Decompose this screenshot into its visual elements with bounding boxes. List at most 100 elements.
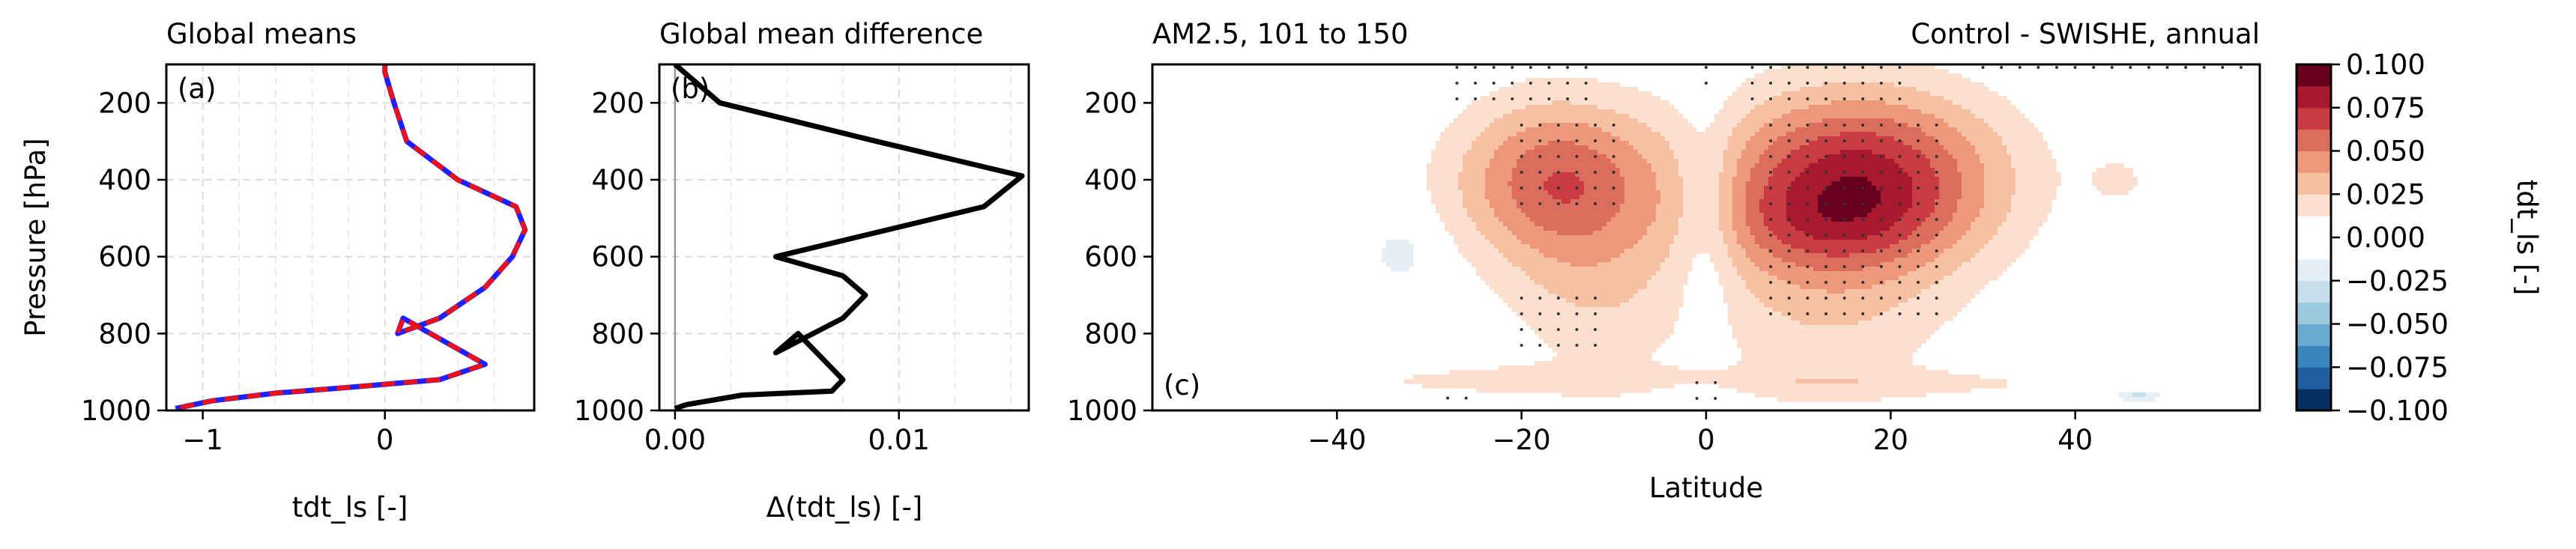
contour-cell [1831, 150, 1836, 155]
contour-cell [1917, 181, 1922, 186]
contour-cell [1683, 150, 1688, 155]
contour-cell [1683, 123, 1688, 128]
contour-cell [1957, 226, 1962, 231]
contour-cell [1831, 168, 1836, 173]
contour-cell [1521, 96, 1526, 101]
contour-cell [1665, 154, 1670, 160]
contour-cell [1741, 195, 1747, 200]
contour-cell [1458, 181, 1463, 186]
contour-cell [1962, 213, 1967, 218]
contour-cell [1791, 240, 1796, 245]
contour-cell [1548, 154, 1553, 160]
contour-cell [1701, 163, 1706, 169]
contour-cell [1854, 204, 1859, 209]
contour-cell [1800, 96, 1805, 101]
contour-cell [1845, 105, 1850, 110]
contour-cell [1485, 109, 1490, 115]
contour-cell [1588, 240, 1594, 245]
contour-cell [1660, 100, 1666, 106]
contour-cell [1517, 190, 1522, 195]
contour-cell [1719, 226, 1724, 231]
contour-cell [1926, 87, 1931, 92]
contour-cell [2020, 177, 2025, 182]
contour-cell [1872, 222, 1877, 227]
contour-cell [1840, 163, 1845, 169]
contour-cell [1993, 217, 1998, 222]
contour-cell [1822, 91, 1827, 97]
contour-cell [1490, 177, 1495, 182]
contour-cell [1651, 154, 1657, 160]
contour-cell [1750, 177, 1756, 182]
contour-cell [1499, 150, 1504, 155]
contour-cell [1867, 181, 1872, 186]
contour-cell [1939, 105, 1944, 110]
contour-cell [1620, 132, 1625, 137]
contour-cell [1876, 186, 1881, 191]
panel-b-frame [658, 63, 1030, 412]
contour-cell [1535, 195, 1540, 200]
contour-cell [1669, 186, 1675, 191]
contour-cell [1791, 73, 1796, 79]
contour-cell [1944, 127, 1949, 133]
contour-cell [1620, 118, 1625, 124]
contour-cell [1953, 91, 1958, 97]
contour-cell [1777, 109, 1783, 115]
contour-cell [1759, 127, 1765, 133]
contour-cell [1809, 69, 1814, 74]
contour-cell [1737, 217, 1742, 222]
contour-cell [1579, 87, 1585, 92]
contour-cell [1705, 204, 1711, 209]
contour-cell [1885, 226, 1890, 231]
contour-cell [1584, 240, 1589, 245]
contour-cell [1899, 69, 1904, 74]
contour-cell [1526, 100, 1531, 106]
contour-cell [1597, 109, 1603, 115]
contour-cell [1840, 190, 1845, 195]
contour-cell [1615, 235, 1621, 240]
contour-cell [1858, 109, 1863, 115]
contour-cell [1894, 154, 1899, 160]
contour-cell [1530, 145, 1535, 151]
contour-cell [1993, 168, 1998, 173]
contour-cell [1732, 208, 1738, 213]
contour-cell [1800, 78, 1805, 83]
contour-cell [2007, 217, 2012, 222]
contour-cell [1638, 244, 1643, 249]
contour-cell [1822, 127, 1827, 133]
panel-c: AM2.5, 101 to 150 Control - SWISHE, annu… [1067, 18, 2261, 504]
contour-cell [1818, 231, 1823, 236]
contour-cell [1620, 222, 1625, 227]
contour-cell [1993, 181, 1998, 186]
contour-cell [1759, 163, 1765, 169]
contour-cell [1953, 159, 1958, 164]
contour-cell [1530, 217, 1535, 222]
contour-cell [1665, 145, 1670, 151]
contour-cell [1845, 213, 1850, 218]
contour-cell [1903, 172, 1908, 178]
contour-cell [2043, 145, 2048, 151]
contour-cell [1526, 87, 1531, 92]
contour-cell [2020, 141, 2025, 146]
contour-cell [1831, 240, 1836, 245]
contour-cell [1899, 213, 1904, 218]
contour-cell [1467, 168, 1472, 173]
contour-cell [1485, 204, 1490, 209]
contour-cell [1701, 226, 1706, 231]
contour-cell [1584, 132, 1589, 137]
contour-cell [1602, 109, 1607, 115]
contour-cell [1791, 226, 1796, 231]
contour-cell [1584, 127, 1589, 133]
contour-cell [1597, 195, 1603, 200]
contour-cell [1750, 82, 1756, 88]
contour-cell [1908, 177, 1913, 182]
contour-cell [1894, 213, 1899, 218]
contour-cell [1620, 226, 1625, 231]
contour-cell [1881, 163, 1886, 169]
contour-cell [1548, 186, 1553, 191]
contour-cell [1908, 159, 1913, 164]
contour-cell [1746, 213, 1751, 218]
contour-cell [1584, 136, 1589, 142]
contour-cell [1588, 87, 1594, 92]
contour-cell [1409, 244, 1414, 249]
contour-cell [1894, 132, 1899, 137]
